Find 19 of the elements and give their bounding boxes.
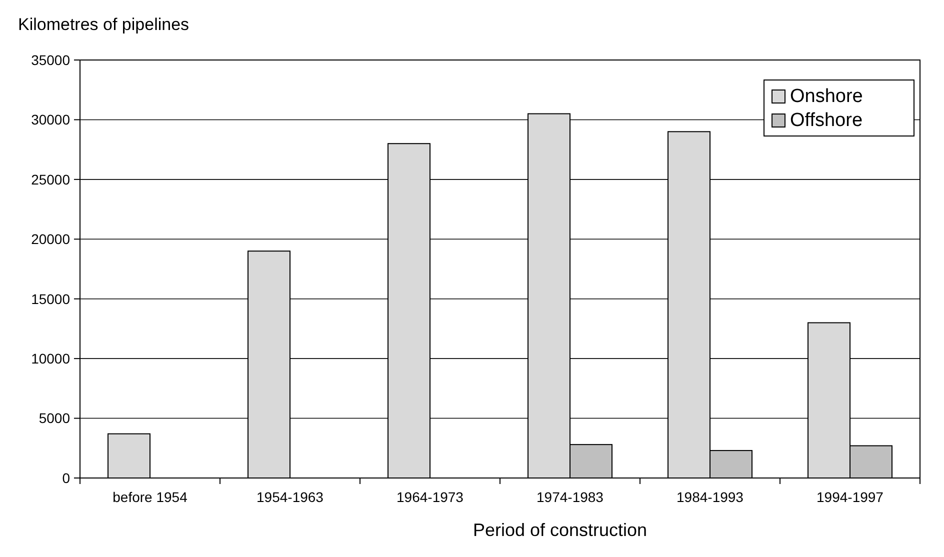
x-tick-label: before 1954 — [112, 489, 188, 505]
y-tick-label: 5000 — [38, 410, 70, 426]
y-tick-label: 15000 — [31, 290, 70, 307]
x-tick-label: 1954-1963 — [256, 489, 324, 505]
y-tick-label: 20000 — [31, 231, 70, 248]
legend-label: Onshore — [790, 86, 863, 107]
x-tick-label: 1994-1997 — [816, 489, 884, 505]
y-tick-label: 10000 — [31, 350, 70, 366]
bar — [108, 433, 150, 478]
x-tick-label: 1984-1993 — [676, 489, 744, 505]
legend-label: Offshore — [790, 110, 863, 131]
y-tick-label: 30000 — [31, 112, 70, 128]
x-tick-label: 1964-1973 — [396, 489, 464, 505]
y-tick-label: 0 — [62, 470, 70, 486]
x-tick-label: 1974-1983 — [536, 489, 604, 505]
y-axis-title: Kilometres of pipelines — [18, 15, 190, 34]
x-axis-title: Period of construction — [472, 520, 648, 540]
y-tick-label: 25000 — [31, 171, 70, 188]
y-tick-label: 35000 — [31, 52, 70, 68]
